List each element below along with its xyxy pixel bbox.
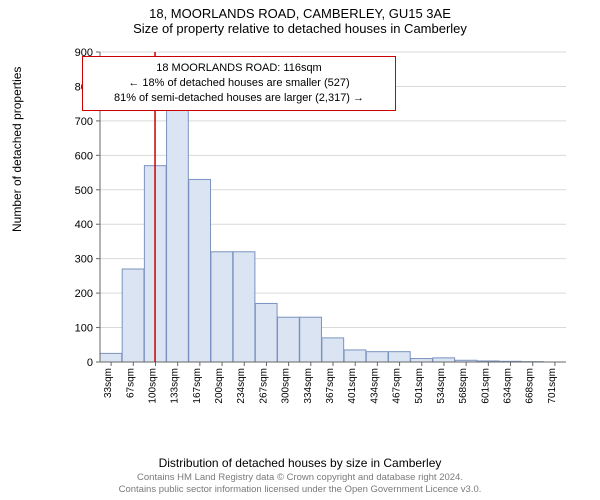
x-tick-label: 267sqm: [258, 368, 269, 404]
x-tick-label: 401sqm: [347, 368, 358, 404]
histogram-bar: [300, 317, 322, 362]
x-tick-label: 534sqm: [436, 368, 447, 404]
footer-line-1: Contains HM Land Registry data © Crown c…: [0, 472, 600, 484]
histogram-bar: [344, 350, 366, 362]
chart-header: 18, MOORLANDS ROAD, CAMBERLEY, GU15 3AE …: [0, 0, 600, 36]
histogram-bar: [278, 317, 300, 362]
x-tick-label: 334sqm: [303, 368, 314, 404]
histogram-bar: [433, 358, 455, 362]
svg-text:300: 300: [75, 254, 93, 266]
svg-text:0: 0: [87, 357, 93, 369]
x-tick-label: 234sqm: [236, 368, 247, 404]
histogram-bar: [366, 352, 388, 362]
x-tick-label: 634sqm: [503, 368, 514, 404]
histogram-bar: [411, 359, 433, 362]
x-tick-label: 133sqm: [170, 368, 181, 404]
footer-line-2: Contains public sector information licen…: [0, 484, 600, 496]
x-axis-label: Distribution of detached houses by size …: [0, 456, 600, 470]
x-tick-label: 501sqm: [414, 368, 425, 404]
x-tick-label: 434sqm: [369, 368, 380, 404]
svg-text:500: 500: [75, 185, 93, 197]
annotation-line: ← 18% of detached houses are smaller (52…: [91, 76, 387, 91]
annotation-line: 18 MOORLANDS ROAD: 116sqm: [91, 61, 387, 76]
svg-text:400: 400: [75, 219, 93, 231]
x-tick-label: 367sqm: [325, 368, 336, 404]
svg-text:200: 200: [75, 288, 93, 300]
histogram-bar: [100, 353, 122, 362]
histogram-bar: [255, 303, 277, 362]
x-tick-label: 100sqm: [147, 368, 158, 404]
x-tick-label: 33sqm: [103, 368, 114, 398]
x-tick-label: 300sqm: [281, 368, 292, 404]
x-tick-label: 167sqm: [192, 368, 203, 404]
header-line-2: Size of property relative to detached ho…: [0, 21, 600, 36]
annotation-box: 18 MOORLANDS ROAD: 116sqm← 18% of detach…: [82, 56, 396, 111]
x-tick-label: 200sqm: [214, 368, 225, 404]
histogram-bar: [211, 252, 233, 362]
histogram-bar: [122, 269, 144, 362]
x-tick-label: 668sqm: [525, 368, 536, 404]
histogram-bar: [189, 179, 211, 362]
annotation-line: 81% of semi-detached houses are larger (…: [91, 91, 387, 106]
header-line-1: 18, MOORLANDS ROAD, CAMBERLEY, GU15 3AE: [0, 6, 600, 21]
svg-text:100: 100: [75, 323, 93, 335]
x-tick-label: 568sqm: [458, 368, 469, 404]
histogram-bar: [322, 338, 344, 362]
footer: Contains HM Land Registry data © Crown c…: [0, 472, 600, 496]
svg-text:600: 600: [75, 150, 93, 162]
x-tick-label: 467sqm: [392, 368, 403, 404]
x-tick-label: 601sqm: [480, 368, 491, 404]
x-tick-label: 67sqm: [125, 368, 136, 398]
y-axis-label: Number of detached properties: [10, 67, 24, 232]
histogram-bar: [388, 352, 410, 362]
histogram-bar: [167, 90, 189, 362]
svg-text:700: 700: [75, 116, 93, 128]
x-tick-label: 701sqm: [547, 368, 558, 404]
histogram-bar: [233, 252, 255, 362]
